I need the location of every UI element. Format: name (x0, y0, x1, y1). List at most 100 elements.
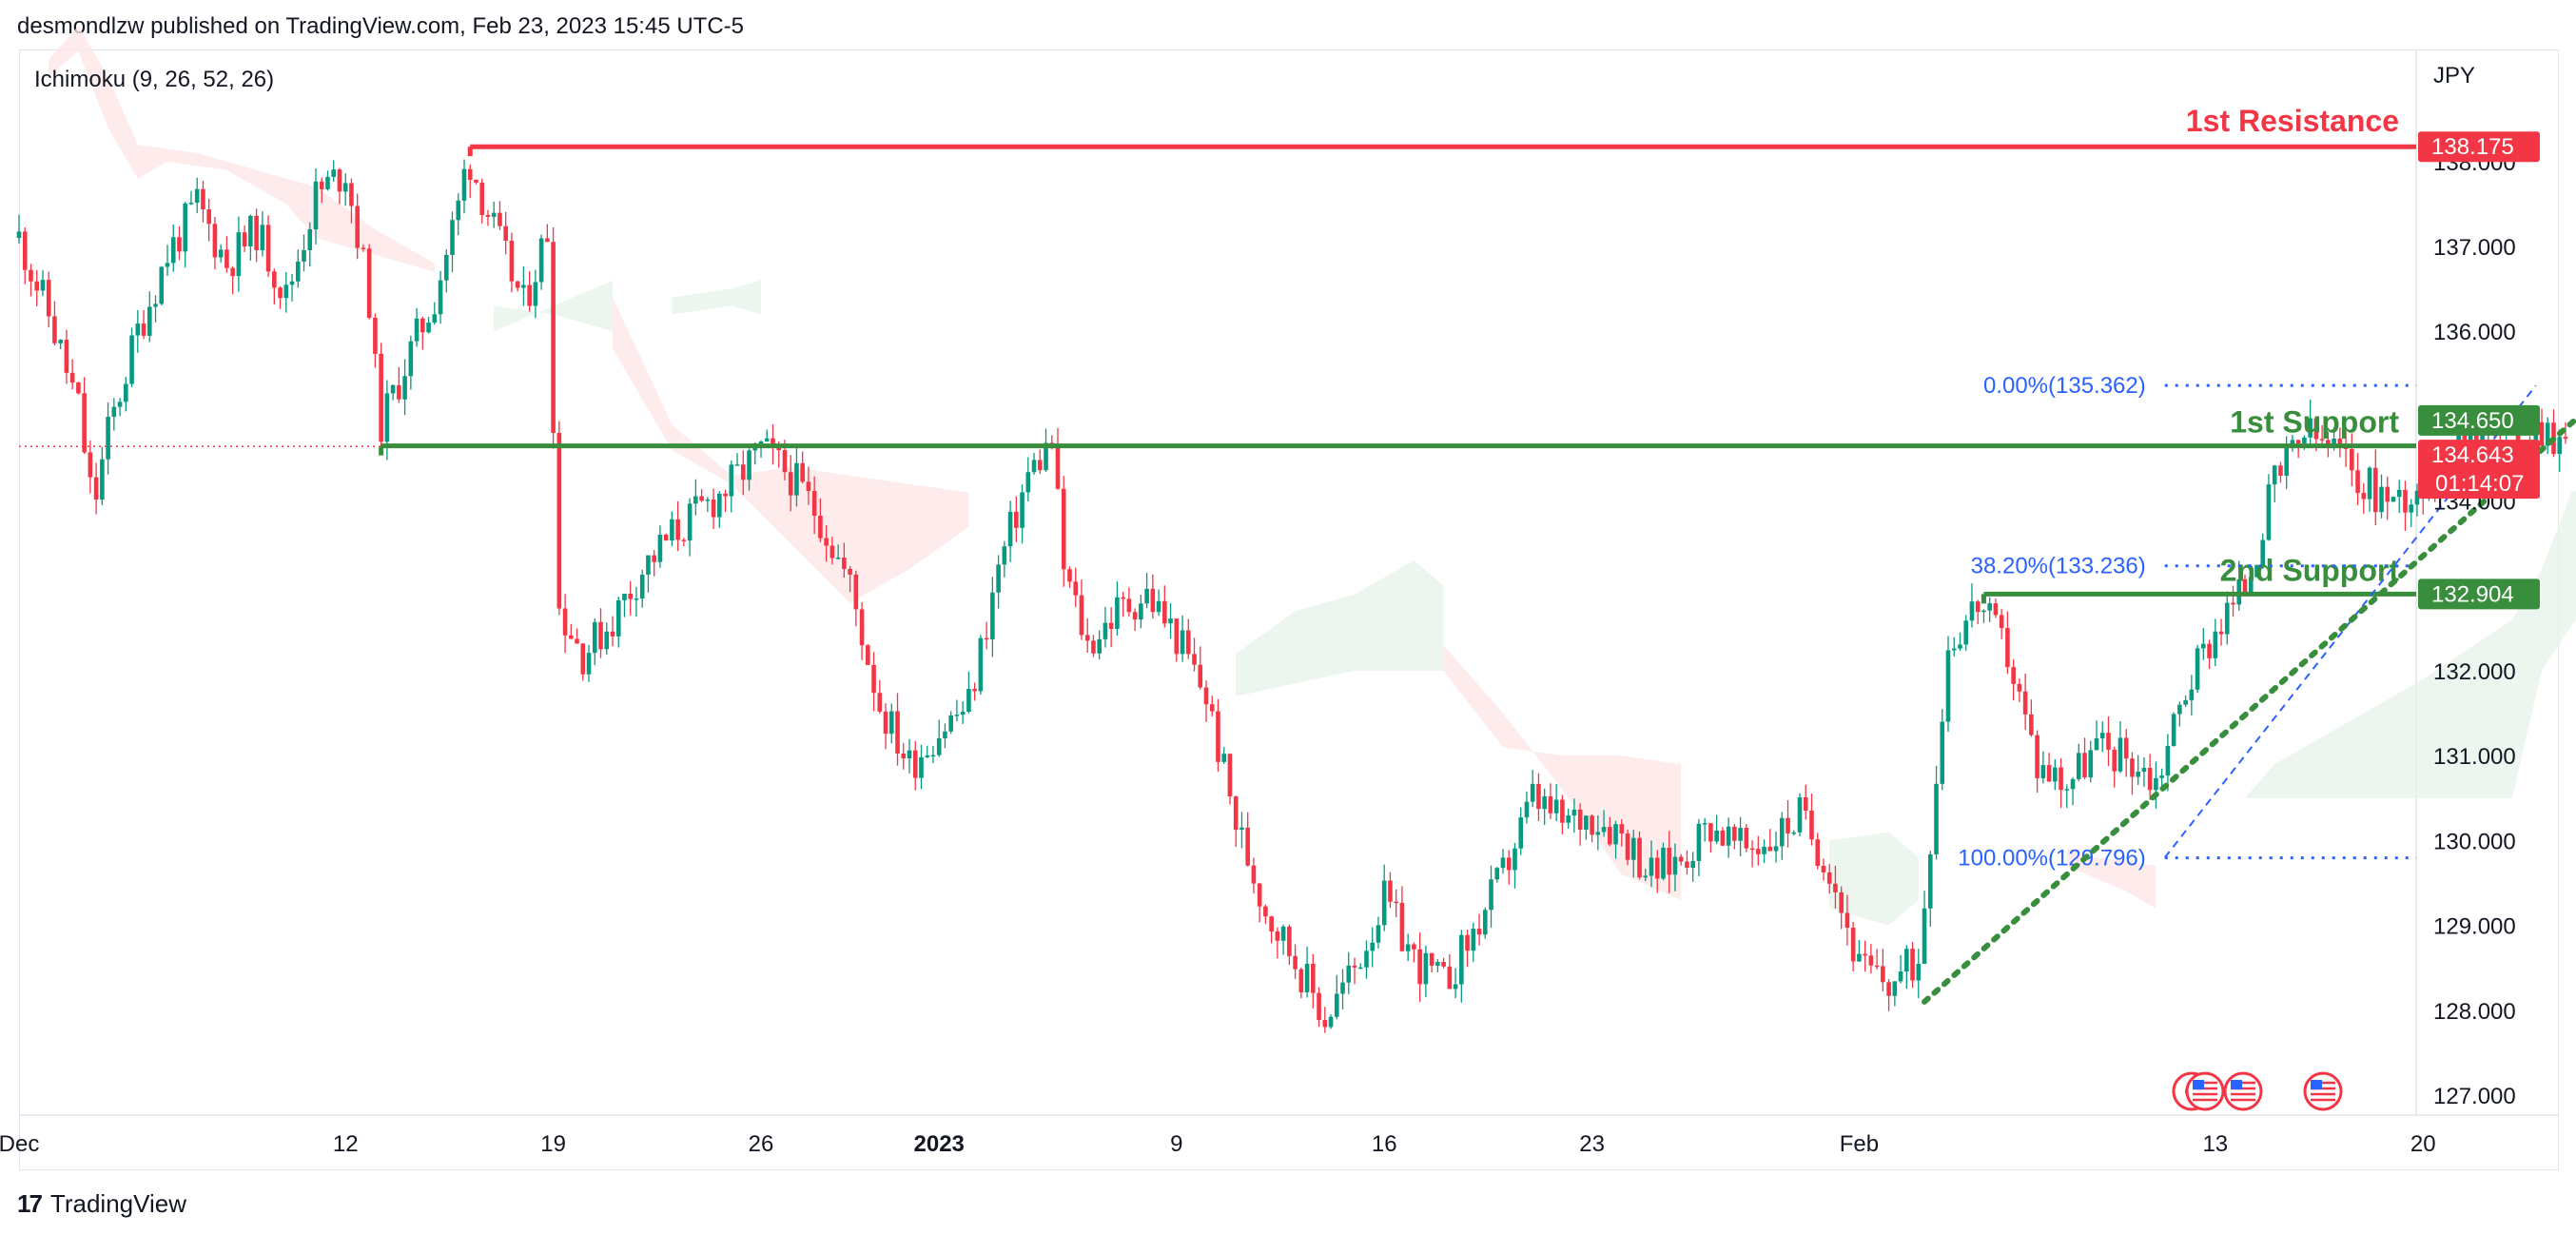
candle-body (93, 477, 99, 500)
support2-price-badge (2418, 578, 2540, 610)
candle-body (1940, 721, 1945, 784)
candle-body (1115, 597, 1120, 629)
candle-body (1257, 883, 1262, 907)
candle-body (402, 376, 407, 400)
candle-body (1322, 1019, 1328, 1028)
candle-body (1073, 581, 1079, 596)
time-tick-label: 26 (749, 1131, 774, 1157)
candle-body (806, 481, 811, 492)
candle-body (2183, 699, 2188, 705)
candle-body (1328, 1016, 1334, 1028)
candle-body (1548, 795, 1553, 814)
candle-body (1542, 795, 1547, 810)
candle-body (2284, 444, 2289, 477)
candle-body (2290, 440, 2295, 445)
candle-body (1103, 622, 1108, 639)
candle-body (663, 534, 669, 541)
candle-body (2053, 767, 2058, 782)
candle-body (1584, 815, 1589, 830)
candle-body (64, 340, 69, 373)
candle-body (2213, 631, 2218, 658)
candle-body (1357, 967, 1363, 970)
candle-body (1744, 828, 1749, 849)
candle-body (1773, 846, 1779, 852)
candle-body (907, 750, 912, 759)
candle-body (1595, 832, 1601, 835)
candle-body (990, 592, 995, 640)
candle-body (1216, 711, 1220, 762)
candle-body (639, 574, 645, 599)
candle-body (586, 653, 592, 675)
candle-body (379, 353, 383, 442)
candle-body (2254, 564, 2259, 578)
support1-price-badge (2418, 404, 2540, 436)
candle-body (2231, 602, 2235, 605)
candle-body (1340, 982, 1345, 994)
candle-body (842, 558, 847, 569)
price-badges: 138.175 134.650 134.643 01:14:07 132.904 (2418, 131, 2540, 610)
candle-body (420, 318, 425, 333)
candle-body (1025, 472, 1031, 493)
candle-body (2391, 497, 2396, 502)
candle-body (1577, 809, 1583, 830)
candle-body (361, 247, 366, 250)
candle-body (450, 220, 455, 255)
candle-body (1364, 951, 1369, 968)
candle-body (337, 169, 342, 192)
candle-body (2159, 775, 2164, 778)
candle-body (1749, 848, 1755, 851)
candle-body (106, 417, 110, 460)
candle-body (1654, 857, 1660, 879)
candle-body (397, 384, 401, 400)
candle-body (2064, 789, 2070, 791)
candle-body (2337, 438, 2343, 447)
time-tick-label: 12 (333, 1131, 359, 1157)
candle-body (960, 712, 966, 716)
candle-body (1910, 949, 1915, 981)
candle-body (1317, 992, 1321, 1020)
candle-body (848, 568, 852, 575)
time-tick-label: 2023 (914, 1131, 965, 1157)
candle-body (2385, 486, 2391, 502)
candle-body (1536, 783, 1541, 810)
candle-body (569, 635, 574, 639)
candle-body (1958, 644, 1962, 649)
candle-body (1002, 546, 1007, 565)
candle-body (58, 340, 63, 343)
candle-body (2414, 490, 2420, 505)
candle-body (545, 238, 550, 243)
time-tick-label: Feb (1840, 1131, 1879, 1157)
candle-body (615, 599, 621, 637)
cloud-bullish-region (1829, 832, 1919, 926)
candle-body (2295, 440, 2301, 443)
level-label: 1st Support (2230, 405, 2399, 440)
candle-body (2059, 767, 2063, 791)
candle-body (491, 212, 497, 217)
candle-body (52, 316, 57, 343)
candle-body (675, 519, 680, 540)
candle-body (2201, 643, 2206, 649)
candle-body (408, 341, 414, 377)
candle-body (2355, 470, 2360, 494)
candle-body (888, 711, 894, 735)
candle-body (1429, 952, 1434, 966)
ichimoku-cloud (49, 26, 2576, 926)
candle-body (1494, 868, 1500, 880)
indicator-label[interactable]: Ichimoku (9, 26, 52, 26) (34, 67, 275, 92)
candle-body (289, 281, 295, 285)
candle-body (2332, 438, 2336, 446)
candle-body (818, 515, 823, 539)
flag-canton (2311, 1080, 2322, 1089)
currency-label: JPY (2433, 63, 2476, 88)
candle-body (1506, 857, 1512, 871)
resistance-price-badge (2418, 131, 2540, 163)
candle-body (693, 496, 698, 504)
candle-body (622, 594, 627, 600)
candle-body (515, 281, 520, 288)
candle-body (1922, 908, 1927, 964)
candle-body (432, 314, 438, 323)
candle-body (319, 181, 324, 189)
candle-body (2136, 772, 2140, 777)
candle-body (1826, 872, 1832, 884)
